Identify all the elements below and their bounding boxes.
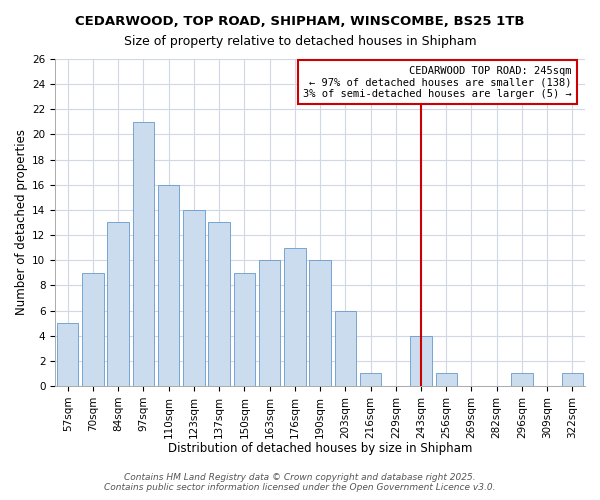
Bar [259,260,280,386]
Text: CEDARWOOD TOP ROAD: 245sqm
← 97% of detached houses are smaller (138)
3% of semi: CEDARWOOD TOP ROAD: 245sqm ← 97% of deta… [303,66,572,98]
Bar [410,336,432,386]
Y-axis label: Number of detached properties: Number of detached properties [15,130,28,316]
Text: Contains HM Land Registry data © Crown copyright and database right 2025.
Contai: Contains HM Land Registry data © Crown c… [104,473,496,492]
Bar [310,260,331,386]
Bar [284,248,305,386]
Bar [82,273,104,386]
Text: CEDARWOOD, TOP ROAD, SHIPHAM, WINSCOMBE, BS25 1TB: CEDARWOOD, TOP ROAD, SHIPHAM, WINSCOMBE,… [75,15,525,28]
Bar [133,122,154,386]
Bar [511,374,533,386]
Bar [335,310,356,386]
X-axis label: Distribution of detached houses by size in Shipham: Distribution of detached houses by size … [168,442,472,455]
Bar [57,323,79,386]
Bar [233,273,255,386]
Bar [183,210,205,386]
Bar [158,185,179,386]
Bar [562,374,583,386]
Bar [107,222,129,386]
Bar [208,222,230,386]
Text: Size of property relative to detached houses in Shipham: Size of property relative to detached ho… [124,35,476,48]
Bar [360,374,381,386]
Bar [436,374,457,386]
